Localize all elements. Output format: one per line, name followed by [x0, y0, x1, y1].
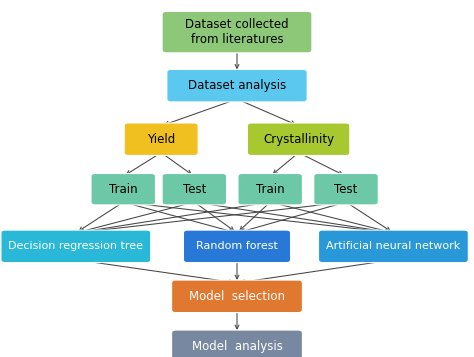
FancyBboxPatch shape: [319, 230, 468, 263]
Text: Model  selection: Model selection: [189, 290, 285, 303]
FancyBboxPatch shape: [162, 174, 227, 205]
FancyBboxPatch shape: [124, 123, 198, 156]
FancyBboxPatch shape: [1, 230, 151, 263]
FancyBboxPatch shape: [183, 230, 291, 263]
Text: Train: Train: [109, 183, 137, 196]
FancyBboxPatch shape: [162, 11, 312, 53]
Text: Dataset analysis: Dataset analysis: [188, 79, 286, 92]
FancyBboxPatch shape: [172, 330, 302, 357]
Text: Train: Train: [256, 183, 284, 196]
Text: Crystallinity: Crystallinity: [263, 133, 334, 146]
FancyBboxPatch shape: [91, 174, 155, 205]
FancyBboxPatch shape: [247, 123, 350, 156]
Text: Dataset collected
from literatures: Dataset collected from literatures: [185, 18, 289, 46]
Text: Test: Test: [334, 183, 358, 196]
Text: Test: Test: [182, 183, 206, 196]
Text: Decision regression tree: Decision regression tree: [9, 241, 143, 251]
FancyBboxPatch shape: [167, 69, 307, 102]
FancyBboxPatch shape: [314, 174, 378, 205]
Text: Artificial neural network: Artificial neural network: [326, 241, 461, 251]
Text: Model  analysis: Model analysis: [191, 340, 283, 353]
Text: Yield: Yield: [147, 133, 175, 146]
FancyBboxPatch shape: [238, 174, 302, 205]
Text: Random forest: Random forest: [196, 241, 278, 251]
FancyBboxPatch shape: [172, 280, 302, 313]
